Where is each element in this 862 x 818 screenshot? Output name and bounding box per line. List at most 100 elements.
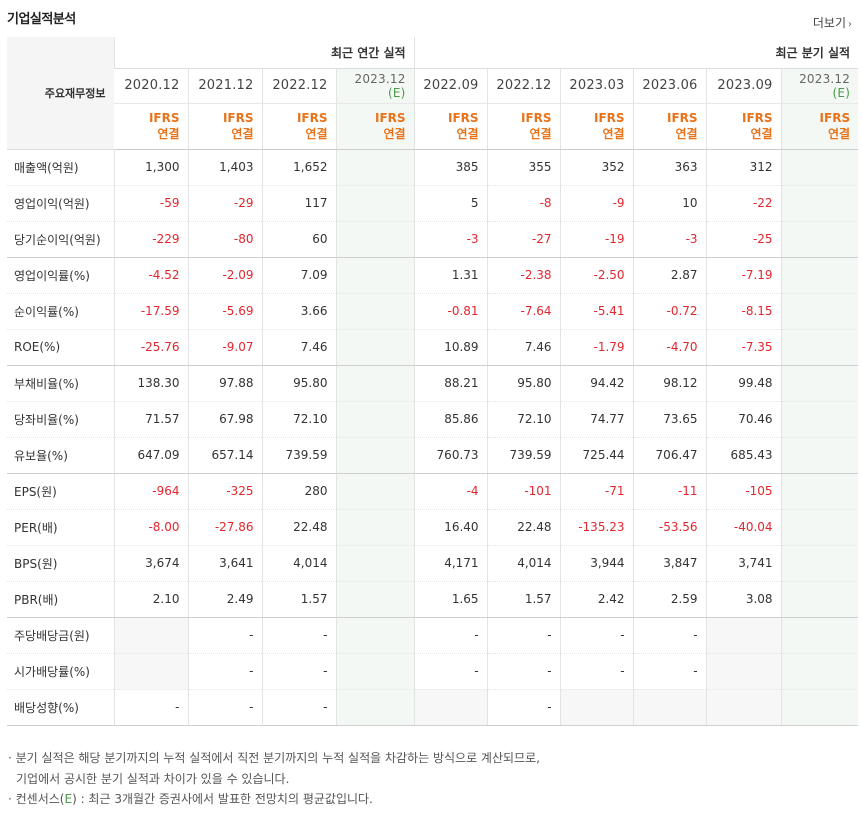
footnote-2: · 컨센서스(E) : 최근 3개월간 증권사에서 발표한 전망치의 평균값입니… [8,792,373,806]
table-cell: 85.86 [413,401,488,438]
period-date-text: 2023.12 [799,71,851,86]
table-row: 주당배당금(원) - - - - - - [7,617,859,654]
table-cell: 4,014 [486,545,561,582]
table-cell: 1.31 [413,257,488,294]
table-cell: 685.43 [705,437,782,474]
table-cell: 355 [486,149,561,186]
period-basis-8: IFRS 연결 [705,103,782,150]
table-row: 시가배당률(%) - - - - - - [7,653,859,690]
table-cell [113,617,188,654]
table-row: EPS(원) -964 -325 280 -4 -101 -71 -11 -105 [7,473,859,510]
table-cell: 72.10 [486,401,561,438]
table-cell [780,365,859,402]
table-cell: - [632,617,707,654]
table-cell: -2.09 [187,257,262,294]
row-label: ROE(%) [7,329,114,366]
table-cell [335,473,415,510]
table-row: 부채비율(%) 138.30 97.88 95.80 88.21 95.80 94.42 98… [7,365,859,402]
table-row: 영업이익률(%) -4.52 -2.09 7.09 1.31 -2.38 -2.50 2.87… [7,257,859,294]
table-cell [705,617,782,654]
table-cell [335,185,415,222]
table-cell: -964 [113,473,188,510]
table-cell: 71.57 [113,401,188,438]
period-basis-9: IFRS 연결 [780,103,859,150]
more-link[interactable]: 더보기 › [813,14,852,31]
period-date-5: 2022.12 [486,68,561,104]
table-cell: - [486,653,561,690]
ifrs-label: IFRS [148,111,180,125]
period-date-3: 2023.12 (E) [335,68,415,104]
table-cell: -29 [187,185,262,222]
table-cell [780,689,859,726]
period-basis-1: IFRS 연결 [187,103,262,150]
period-date-4: 2022.09 [413,68,488,104]
table-cell: -105 [705,473,782,510]
table-cell [780,329,859,366]
row-label: BPS(원) [7,545,114,582]
table-cell [780,437,859,474]
table-cell: 70.46 [705,401,782,438]
table-cell: 95.80 [486,365,561,402]
table-cell: - [486,617,561,654]
consolidated-label: 연결 [828,127,851,141]
table-cell: 117 [261,185,336,222]
table-cell: 3,641 [187,545,262,582]
table-cell [780,509,859,546]
table-cell: 3,674 [113,545,188,582]
table-cell: -80 [187,221,262,258]
table-row: BPS(원) 3,674 3,641 4,014 4,171 4,014 3,944 3,84… [7,545,859,582]
table-cell [780,185,859,222]
section-title: 기업실적분석 [7,12,76,27]
table-cell [413,689,488,726]
group-quarter-header: 최근 분기 실적 [413,37,859,69]
footnotes: · 분기 실적은 해당 분기까지의 누적 실적에서 직전 분기까지의 누적 실적… [8,748,540,810]
table-cell: -25.76 [113,329,188,366]
table-cell: 99.48 [705,365,782,402]
table-cell: -8 [486,185,561,222]
period-date-9: 2023.12 (E) [780,68,859,104]
label-header: 주요재무정보 [7,37,114,150]
period-date-1: 2021.12 [187,68,262,104]
table-cell [335,617,415,654]
table-cell [705,653,782,690]
ifrs-label: IFRS [594,111,625,125]
group-annual-header: 최근 연간 실적 [113,37,415,69]
table-cell [335,509,415,546]
table-cell: 1.57 [486,581,561,618]
period-basis-2: IFRS 연결 [261,103,336,150]
table-cell: - [559,617,634,654]
table-cell: - [113,689,188,726]
table-cell: -7.35 [705,329,782,366]
table-cell [559,689,634,726]
table-cell: - [261,689,336,726]
table-row: 영업이익(억원) -59 -29 117 5 -8 -9 10 -22 [7,185,859,222]
table-cell: 1,403 [187,149,262,186]
footnote-1-cont: 기업에서 공시한 분기 실적과 차이가 있을 수 있습니다. [16,771,290,786]
table-cell: -71 [559,473,634,510]
table-cell: -1.79 [559,329,634,366]
ifrs-label: IFRS [448,111,479,125]
table-row: 당좌비율(%) 71.57 67.98 72.10 85.86 72.10 74.77 73.… [7,401,859,438]
table-cell: - [261,653,336,690]
ifrs-label: IFRS [667,111,698,125]
table-cell: -8.00 [113,509,188,546]
table-cell: -229 [113,221,188,258]
table-cell: 2.87 [632,257,707,294]
table-cell: 72.10 [261,401,336,438]
period-date-0: 2020.12 [114,68,188,104]
table-cell: -2.50 [559,257,634,294]
more-label: 더보기 [812,16,846,30]
table-cell: 10 [632,185,707,222]
period-basis-7: IFRS 연결 [632,103,707,150]
table-cell: -5.69 [187,293,262,330]
row-label: 순이익률(%) [7,293,114,330]
table-cell: 385 [413,149,488,186]
table-cell [335,329,415,366]
footnote-2-e: E [64,792,73,806]
consolidated-label: 연결 [157,127,180,141]
consolidated-label: 연결 [383,127,406,141]
table-cell: -7.19 [705,257,782,294]
table-cell: -17.59 [113,293,188,330]
table-cell: -11 [632,473,707,510]
table-cell: 363 [632,149,707,186]
